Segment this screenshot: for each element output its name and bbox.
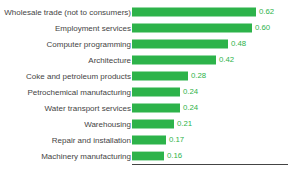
svg-text:0.28: 0.28 <box>191 71 206 80</box>
svg-text:Repair and installation: Repair and installation <box>52 136 131 145</box>
svg-text:0.48: 0.48 <box>231 39 246 48</box>
svg-text:0.24: 0.24 <box>183 87 199 96</box>
svg-text:0.42: 0.42 <box>219 55 234 64</box>
svg-text:Wholesale trade (not to consum: Wholesale trade (not to consumers) <box>4 8 131 17</box>
svg-text:0.21: 0.21 <box>177 119 192 128</box>
svg-text:Water transport services: Water transport services <box>45 104 131 113</box>
svg-text:Warehousing: Warehousing <box>84 120 131 129</box>
svg-text:Computer programming: Computer programming <box>47 40 131 49</box>
svg-text:Machinery manufacturing: Machinery manufacturing <box>41 152 131 161</box>
svg-text:0.16: 0.16 <box>167 151 182 160</box>
svg-text:0.24: 0.24 <box>183 103 199 112</box>
svg-text:Architecture: Architecture <box>88 56 131 65</box>
svg-text:Petrochemical manufacturing: Petrochemical manufacturing <box>27 88 131 97</box>
svg-text:0.60: 0.60 <box>255 23 271 32</box>
svg-text:Coke and petroleum products: Coke and petroleum products <box>26 72 131 81</box>
svg-text:Employment services: Employment services <box>55 24 131 33</box>
svg-text:0.62: 0.62 <box>259 7 274 16</box>
svg-text:0.17: 0.17 <box>169 135 184 144</box>
